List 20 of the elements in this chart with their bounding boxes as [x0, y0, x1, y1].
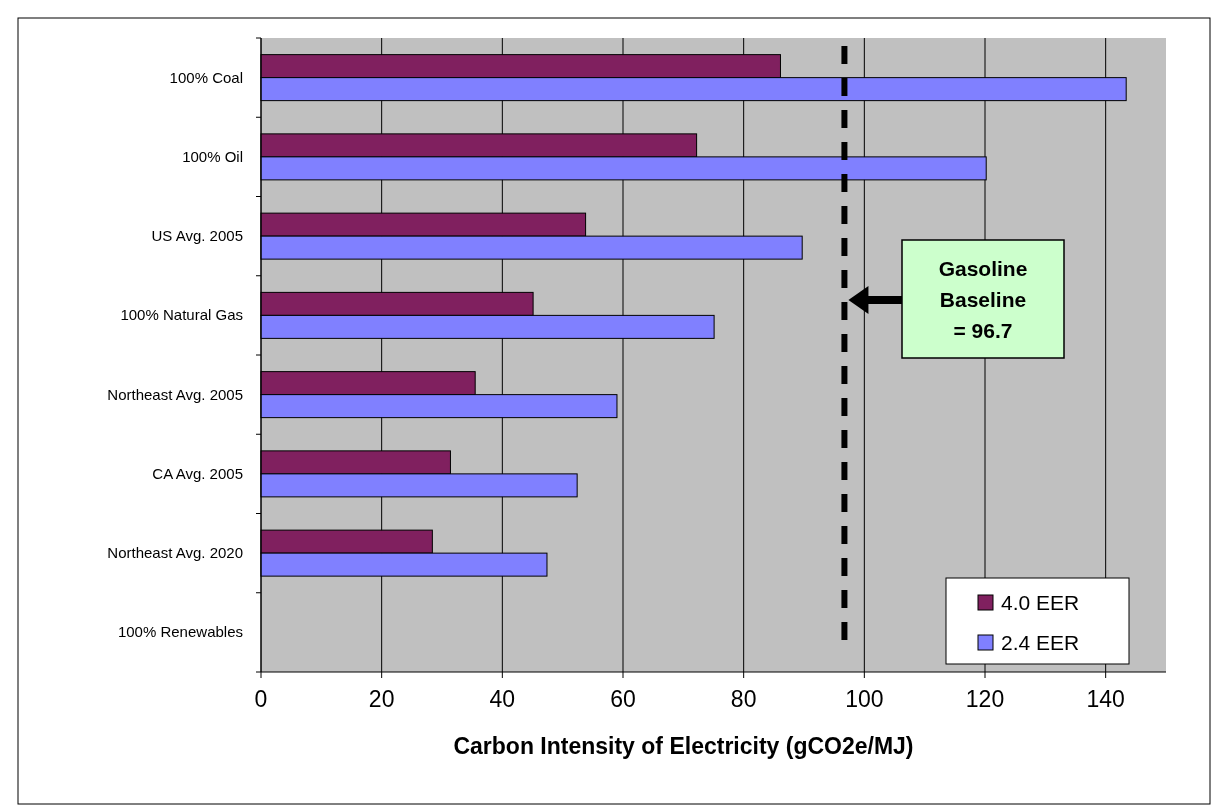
y-tick-label: Northeast Avg. 2005 — [107, 385, 243, 403]
legend-label: 2.4 EER — [1001, 631, 1080, 654]
y-tick-label: 100% Renewables — [117, 623, 243, 641]
y-tick-label: 100% Oil — [182, 147, 243, 165]
x-tick-label: 80 — [730, 686, 757, 712]
x-tick-label: 140 — [1086, 686, 1125, 712]
x-tick-label: 60 — [610, 686, 636, 712]
x-tick-label: 20 — [368, 686, 395, 712]
x-tick-label: 120 — [965, 686, 1005, 712]
y-tick-label: 100% Natural Gas — [120, 306, 243, 324]
y-tick-label: US Avg. 2005 — [151, 227, 243, 245]
legend-label: 4.0 EER — [1001, 591, 1080, 614]
y-tick-label: Northeast Avg. 2020 — [107, 544, 243, 562]
x-tick-label: 0 — [254, 686, 268, 712]
y-tick-label: 100% Coal — [169, 68, 243, 86]
annotation: Gasoline Baseline = 96.7 — [938, 257, 1028, 342]
x-tick-label: 40 — [489, 686, 516, 712]
x-axis-title: Carbon Intensity of Electricity (gCO2e/MJ) — [453, 733, 914, 759]
y-tick-label: CA Avg. 2005 — [152, 464, 243, 482]
x-tick-label: 100 — [845, 686, 884, 712]
